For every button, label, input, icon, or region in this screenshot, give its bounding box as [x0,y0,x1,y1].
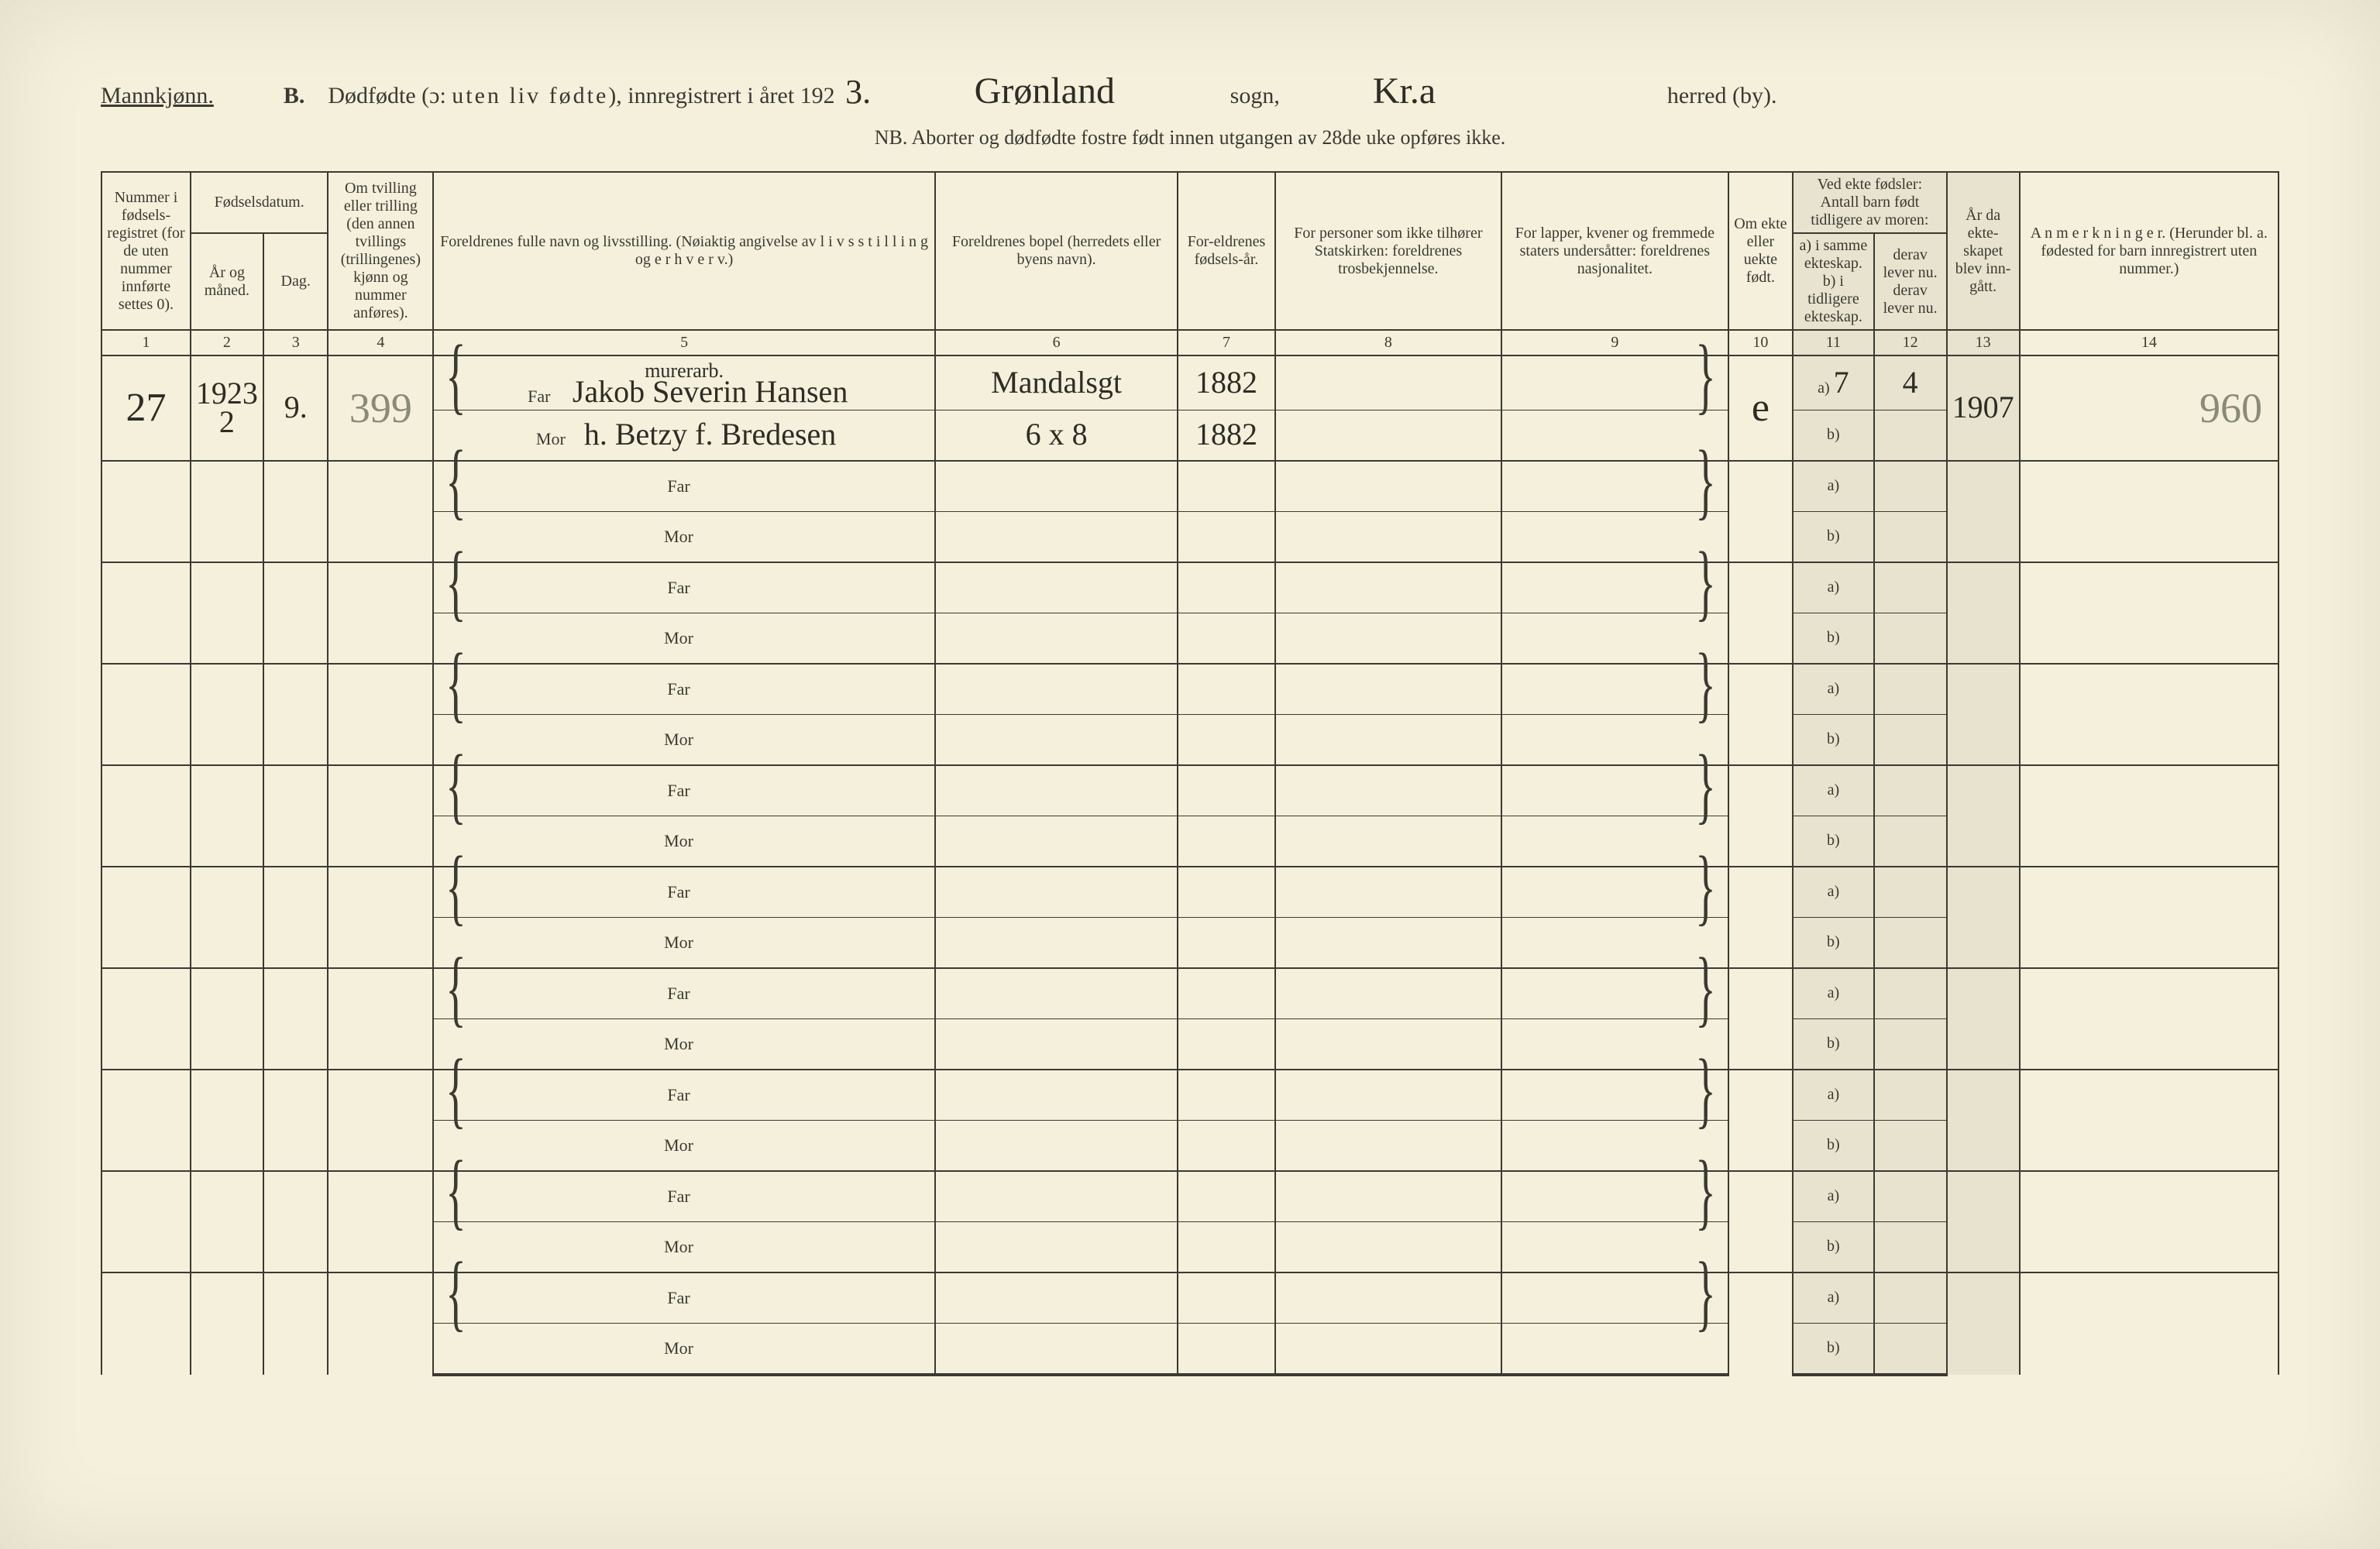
col-14-header: A n m e r k n i n g e r. (Herunder bl. a… [2020,172,2279,330]
colnum-13: 13 [1947,330,2020,355]
parish-label: sogn, [1230,83,1280,109]
section-letter: B. [284,83,305,109]
empty-row-far: Far a) [101,968,2279,1019]
colnum-12: 12 [1874,330,1947,355]
entry-1-yearmonth: 1923 2 [191,355,263,461]
page-title-row: Mannkjønn. B. Dødfødte (ɔ: uten liv født… [101,70,2279,112]
entry-1-col9-mor [1501,410,1728,461]
colnum-4: 4 [328,330,433,355]
empty-row-far: Far a) [101,867,2279,918]
entry-1-col8-far [1275,355,1501,410]
colnum-9: 9 [1501,330,1728,355]
colnum-5: 5 [433,330,935,355]
colnum-1: 1 [101,330,191,355]
year-suffix-hw: 3. [835,72,882,112]
column-number-row: 1 2 3 4 5 6 7 8 9 10 11 12 13 14 [101,330,2279,355]
table-body: 27 1923 2 9. 399 murerarb. Far Jakob Sev… [101,355,2279,1375]
entry-1-c11a: a) 7 [1793,355,1873,410]
colnum-14: 14 [2020,330,2279,355]
col-11a-header: a) i samme ekteskap. b) i tidligere ekte… [1793,233,1873,330]
col-6-header: Foreldrenes bopel (herredets eller byens… [935,172,1178,330]
col-7-header: For-eldrenes fødsels-år. [1178,172,1274,330]
entry-1-col9-far [1501,355,1728,410]
entry-1-far: 27 1923 2 9. 399 murerarb. Far Jakob Sev… [101,355,2279,410]
entry-1-c12b [1874,410,1947,461]
colnum-6: 6 [935,330,1178,355]
col-2a-header: År og måned. [191,233,263,330]
entry-1-c13: 1907 [1947,355,2020,461]
entry-1-birthyear-mor: 1882 [1178,410,1274,461]
title-main-1: Dødfødte (ɔ: uten liv fødte), innregistr… [328,72,881,112]
colnum-10: 10 [1728,330,1794,355]
entry-1-note: 960 [2020,355,2279,461]
entry-1-father-name: Jakob Severin Hansen [573,374,848,409]
entry-1-c11b: b) [1793,410,1873,461]
label-far: Far [521,386,558,406]
col-11-top-header: Ved ekte fødsler: Antall barn født tidli… [1793,172,1946,233]
colnum-2: 2 [191,330,263,355]
empty-row-far: Far a) [101,1171,2279,1222]
empty-row-far: Far a) [101,461,2279,512]
colnum-7: 7 [1178,330,1274,355]
ledger-page: Mannkjønn. B. Dødfødte (ɔ: uten liv født… [0,0,2380,1549]
col-12-header: derav lever nu. derav lever nu. [1874,233,1947,330]
entry-1-day: 9. [263,355,328,461]
entry-1-birthyear-far: 1882 [1178,355,1274,410]
gender-label: Mannkjønn. [101,83,214,109]
parish-hw: Grønland [975,70,1207,112]
entry-1-col8-mor [1275,410,1501,461]
col-13-header: År da ekte-skapet blev inn-gått. [1947,172,2020,330]
col-5-header: Foreldrenes fulle navn og livsstilling. … [433,172,935,330]
col-2b-header: Dag. [263,233,328,330]
entry-1-mother-cell: Mor h. Betzy f. Bredesen [433,410,935,461]
colnum-11: 11 [1793,330,1873,355]
empty-row-far: Far a) [101,562,2279,613]
colnum-3: 3 [263,330,328,355]
subtitle: NB. Aborter og dødfødte fostre født inne… [101,126,2279,149]
entry-1-twin: 399 [328,355,433,461]
col-8-header: For personer som ikke tilhører Statskirk… [1275,172,1501,330]
col-1-header: Nummer i fødsels-registret (for de uten … [101,172,191,330]
empty-row-far: Far a) [101,664,2279,715]
entry-1-mother-name: h. Betzy f. Bredesen [584,417,836,452]
ledger-table: Nummer i fødsels-registret (for de uten … [101,171,2279,1376]
entry-1-addr-far: Mandalsgt [935,355,1178,410]
entry-1-num: 27 [101,355,191,461]
col-10-header: Om ekte eller uekte født. [1728,172,1794,330]
label-mor: Mor [532,429,569,448]
col-2-group-header: Fødselsdatum. [191,172,328,233]
district-label: herred (by). [1667,83,1777,109]
empty-row-far: Far a) [101,1273,2279,1324]
empty-row-far: Far a) [101,1070,2279,1121]
table-header: Nummer i fødsels-registret (for de uten … [101,172,2279,355]
col-4-header: Om tvilling eller trilling (den annen tv… [328,172,433,330]
col-9-header: For lapper, kvener og fremmede staters u… [1501,172,1728,330]
entry-1-c12a: 4 [1874,355,1947,410]
entry-1-legit: e [1728,355,1794,461]
entry-1-father-cell: murerarb. Far Jakob Severin Hansen [433,355,935,410]
district-hw: Kr.a [1373,70,1528,112]
empty-row-far: Far a) [101,765,2279,816]
entry-1-addr-mor: 6 x 8 [935,410,1178,461]
colnum-8: 8 [1275,330,1501,355]
